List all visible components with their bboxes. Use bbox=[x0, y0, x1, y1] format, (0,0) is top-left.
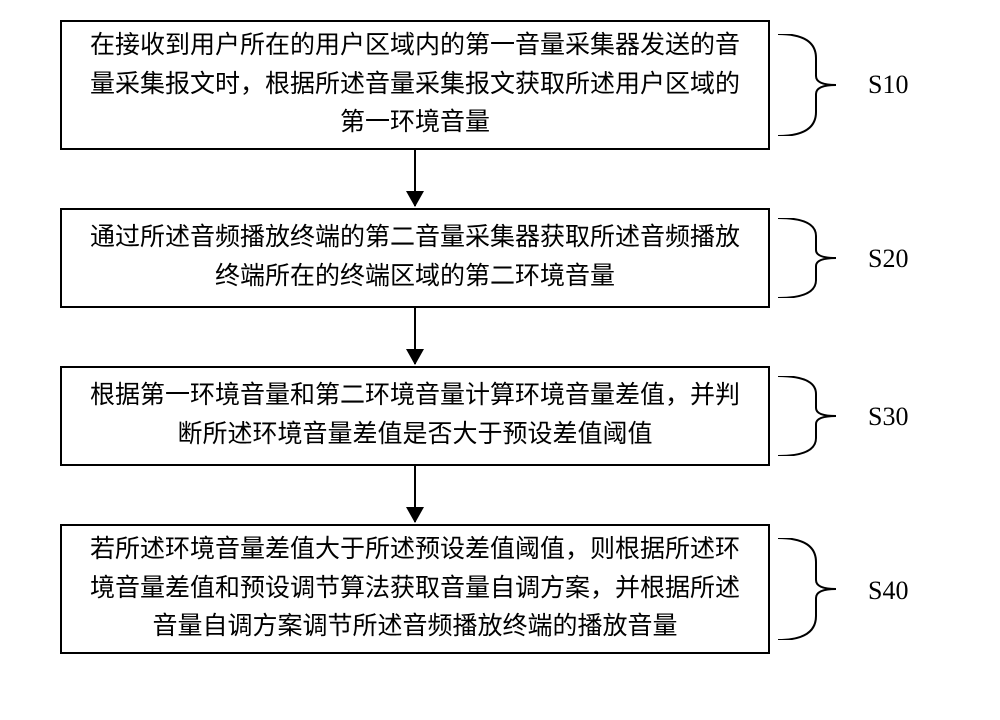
step-label-s20: S20 bbox=[868, 244, 908, 274]
step-text-s30: 根据第一环境音量和第二环境音量计算环境音量差值，并判断所述环境音量差值是否大于预… bbox=[78, 377, 752, 455]
step-label-s10: S10 bbox=[868, 70, 908, 100]
arrow-s10-s20 bbox=[414, 150, 416, 206]
bracket-s30 bbox=[778, 376, 862, 456]
step-box-s20: 通过所述音频播放终端的第二音量采集器获取所述音频播放终端所在的终端区域的第二环境… bbox=[60, 208, 770, 308]
bracket-s40 bbox=[778, 538, 862, 640]
step-box-s30: 根据第一环境音量和第二环境音量计算环境音量差值，并判断所述环境音量差值是否大于预… bbox=[60, 366, 770, 466]
step-text-s40: 若所述环境音量差值大于所述预设差值阈值，则根据所述环境音量差值和预设调节算法获取… bbox=[78, 531, 752, 647]
step-text-s20: 通过所述音频播放终端的第二音量采集器获取所述音频播放终端所在的终端区域的第二环境… bbox=[78, 219, 752, 297]
bracket-s20 bbox=[778, 218, 862, 298]
step-label-s30: S30 bbox=[868, 402, 908, 432]
step-box-s40: 若所述环境音量差值大于所述预设差值阈值，则根据所述环境音量差值和预设调节算法获取… bbox=[60, 524, 770, 654]
arrow-s30-s40 bbox=[414, 466, 416, 522]
step-box-s10: 在接收到用户所在的用户区域内的第一音量采集器发送的音量采集报文时，根据所述音量采… bbox=[60, 20, 770, 150]
bracket-s10 bbox=[778, 34, 862, 136]
step-label-s40: S40 bbox=[868, 576, 908, 606]
flowchart-canvas: 在接收到用户所在的用户区域内的第一音量采集器发送的音量采集报文时，根据所述音量采… bbox=[0, 0, 1000, 720]
step-text-s10: 在接收到用户所在的用户区域内的第一音量采集器发送的音量采集报文时，根据所述音量采… bbox=[78, 27, 752, 143]
arrow-s20-s30 bbox=[414, 308, 416, 364]
